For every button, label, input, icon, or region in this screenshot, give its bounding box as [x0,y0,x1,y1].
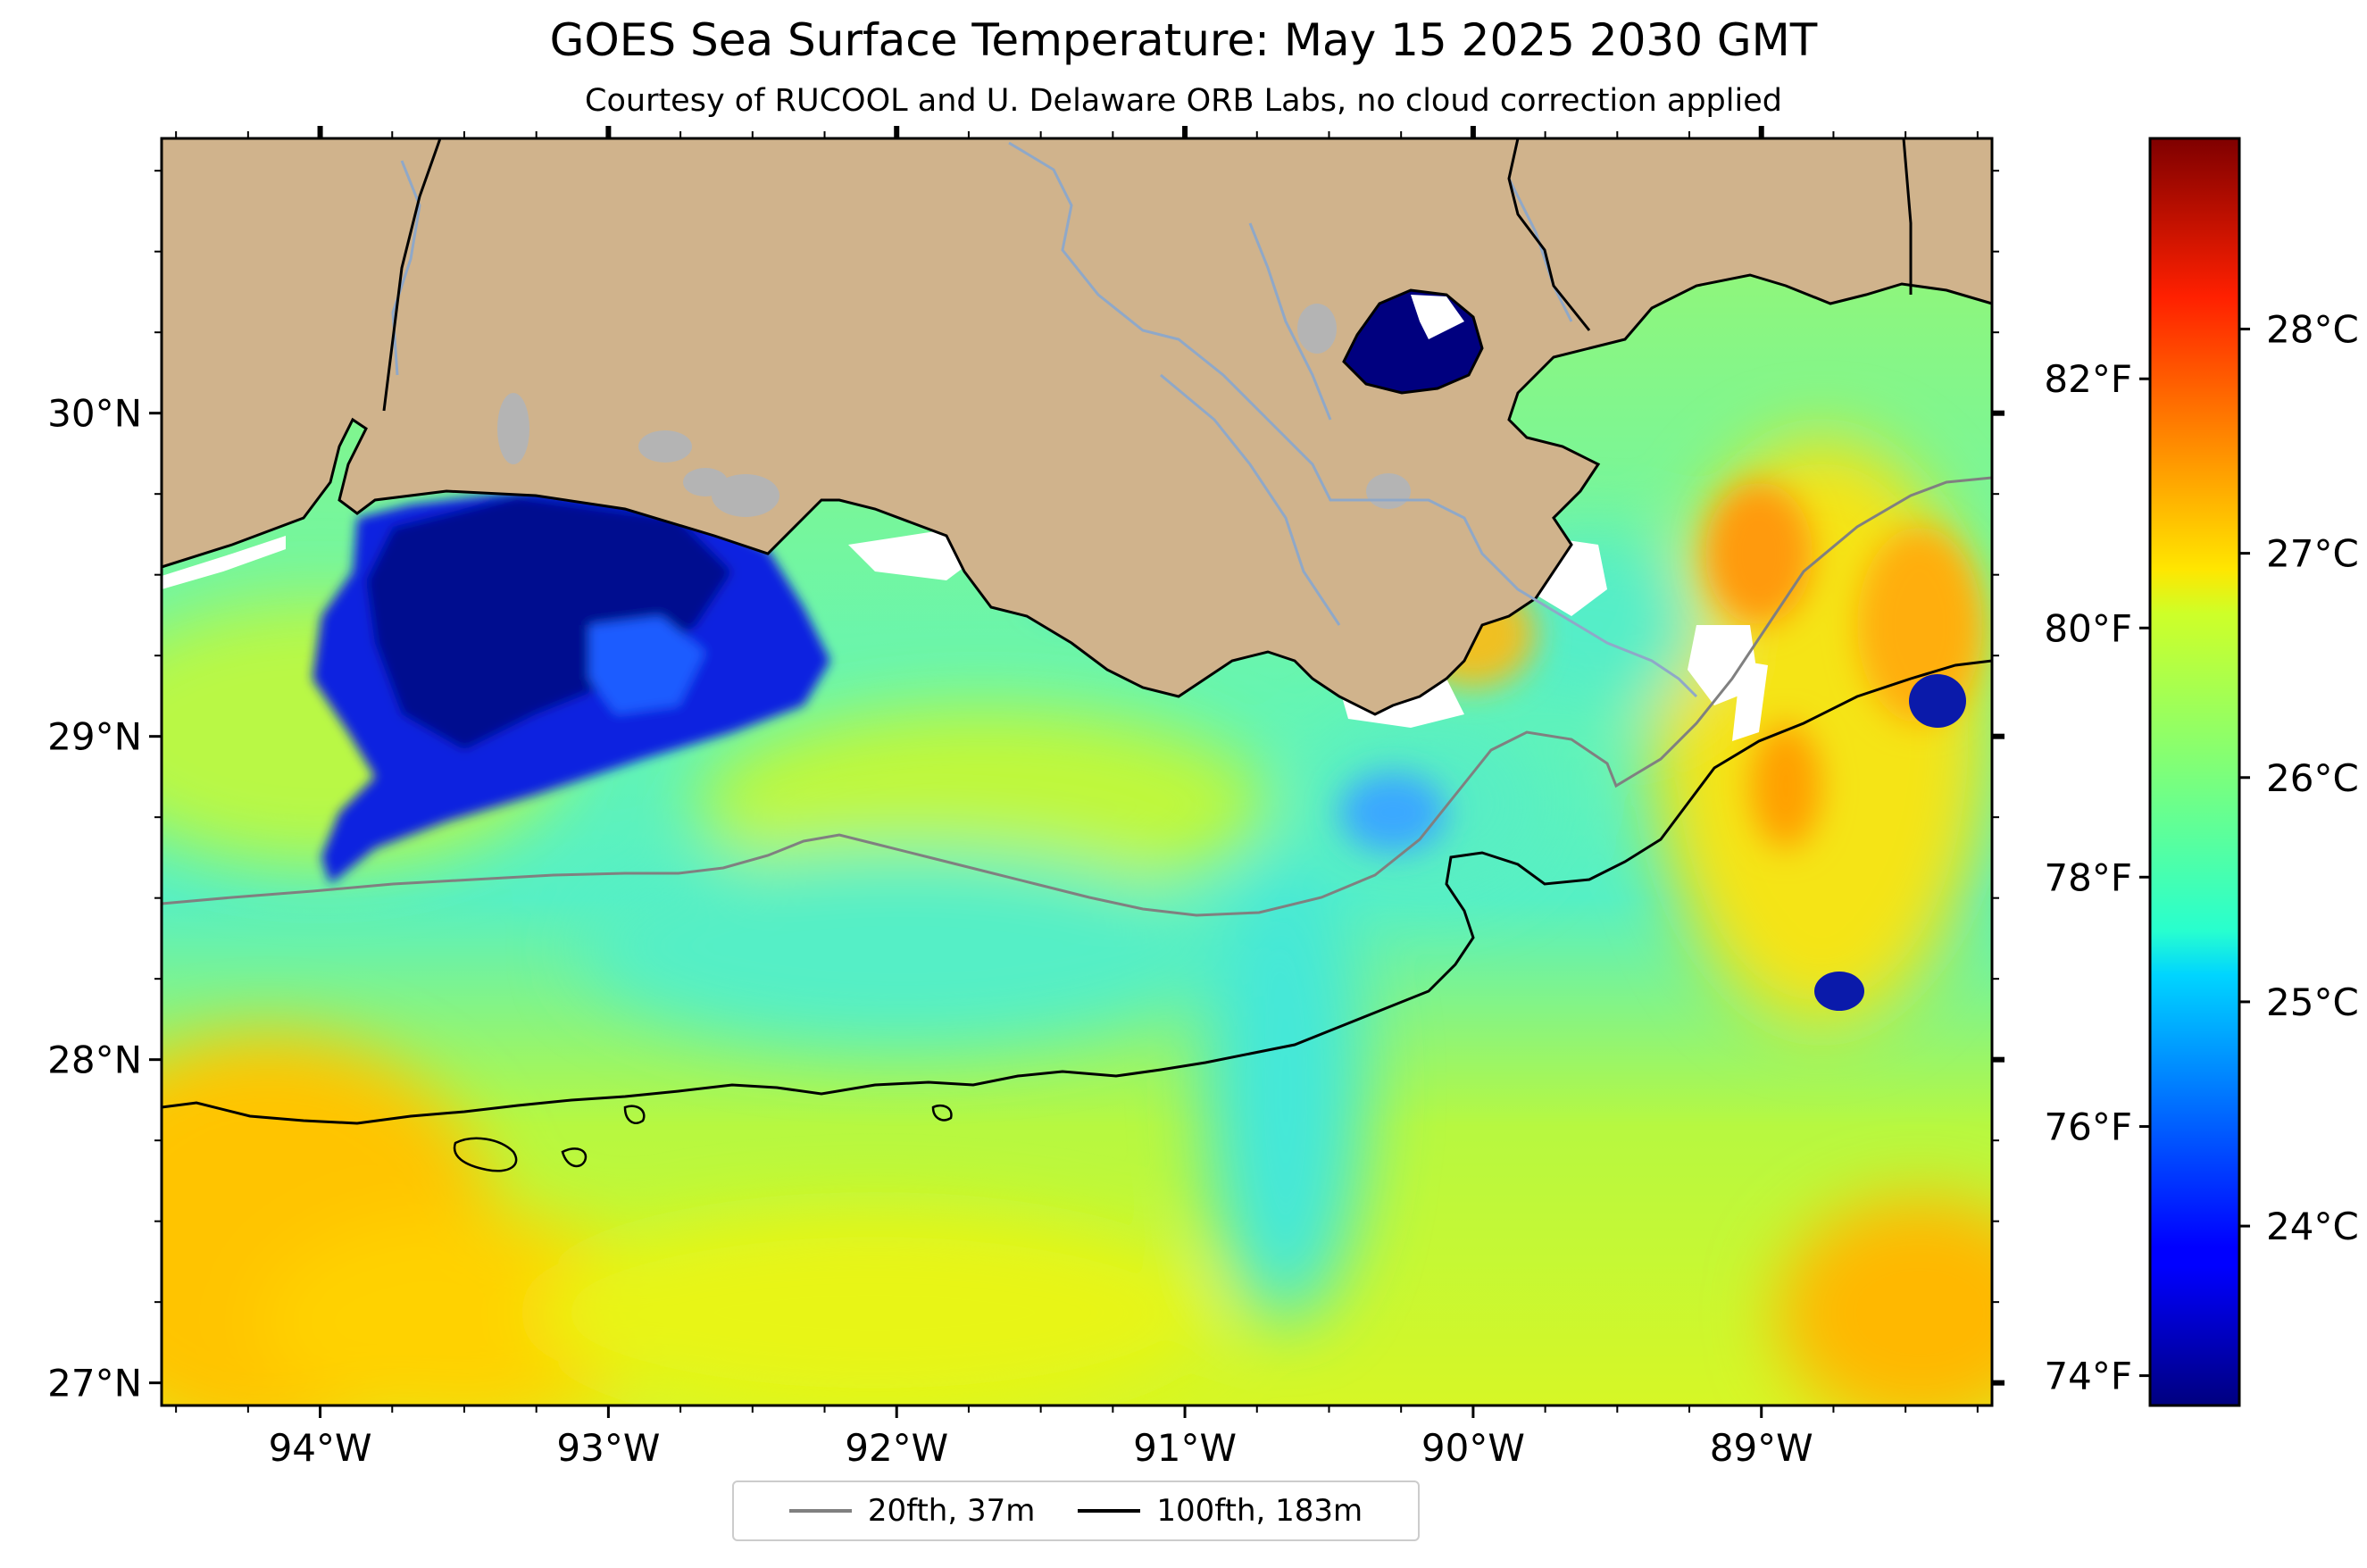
shelf-banks [453,1104,953,1172]
lat-label: 29°N [47,715,142,759]
map-ticks [149,126,2004,1418]
longitude-labels: 94°W 93°W 92°W 91°W 90°W 89°W [269,1426,1813,1470]
lon-label: 91°W [1133,1426,1237,1470]
legend-entry-100fth: 100fth, 183m [1078,1493,1363,1529]
colorbar: 24°C 25°C 26°C 27°C 28°C 74°F 76°F 78°F 80°F 82°F [2044,137,2359,1407]
latitude-labels: 30°N 29°N 28°N 27°N [47,392,142,1405]
isobath-100fth [162,659,1992,1125]
celsius-tick-label: 25°C [2266,980,2359,1024]
legend-swatch-20fth [788,1509,852,1513]
map-plot-area [162,138,1992,1405]
colorbar-scale [2148,137,2241,1407]
legend-swatch-100fth [1078,1509,1141,1513]
celsius-tick-label: 27°C [2266,532,2359,576]
cold-eddy-east [1909,674,1966,728]
fahrenheit-tick-label: 82°F [2044,357,2132,401]
celsius-tick-label: 24°C [2266,1205,2359,1248]
colorbar-ticks: 24°C 25°C 26°C 27°C 28°C 74°F 76°F 78°F 80°F 82°F [2044,307,2358,1397]
celsius-tick-label: 28°C [2266,307,2359,351]
fahrenheit-tick-label: 76°F [2044,1105,2132,1149]
cold-eddy-south [1814,972,1864,1011]
legend-label-20fth: 20fth, 37m [867,1493,1036,1529]
lon-label: 90°W [1421,1426,1525,1470]
lon-label: 92°W [845,1426,948,1470]
state-borders [382,138,1913,412]
legend-label-100fth: 100fth, 183m [1156,1493,1363,1529]
rivers [391,141,1698,698]
lake-no-data [1411,295,1464,339]
celsius-tick-label: 26°C [2266,756,2359,800]
legend-entry-20fth: 20fth, 37m [788,1493,1036,1529]
isobath-20fth [162,476,1992,917]
isobath-legend: 20fth, 37m 100fth, 183m [732,1480,1420,1541]
lon-label: 94°W [269,1426,372,1470]
map-title: GOES Sea Surface Temperature: May 15 202… [549,14,1818,66]
lon-label: 89°W [1710,1426,1813,1470]
lat-label: 27°N [47,1362,142,1405]
fahrenheit-tick-label: 78°F [2044,855,2132,899]
map-subtitle: Courtesy of RUCOOL and U. Delaware ORB L… [585,83,1782,119]
lat-label: 30°N [47,392,142,436]
land-mass [162,138,1992,716]
lat-label: 28°N [47,1038,142,1082]
fahrenheit-tick-label: 80°F [2044,606,2132,650]
map-frame [160,137,1994,1407]
cold-plume [313,489,830,884]
fahrenheit-tick-label: 74°F [2044,1355,2132,1398]
lon-label: 93°W [556,1426,660,1470]
